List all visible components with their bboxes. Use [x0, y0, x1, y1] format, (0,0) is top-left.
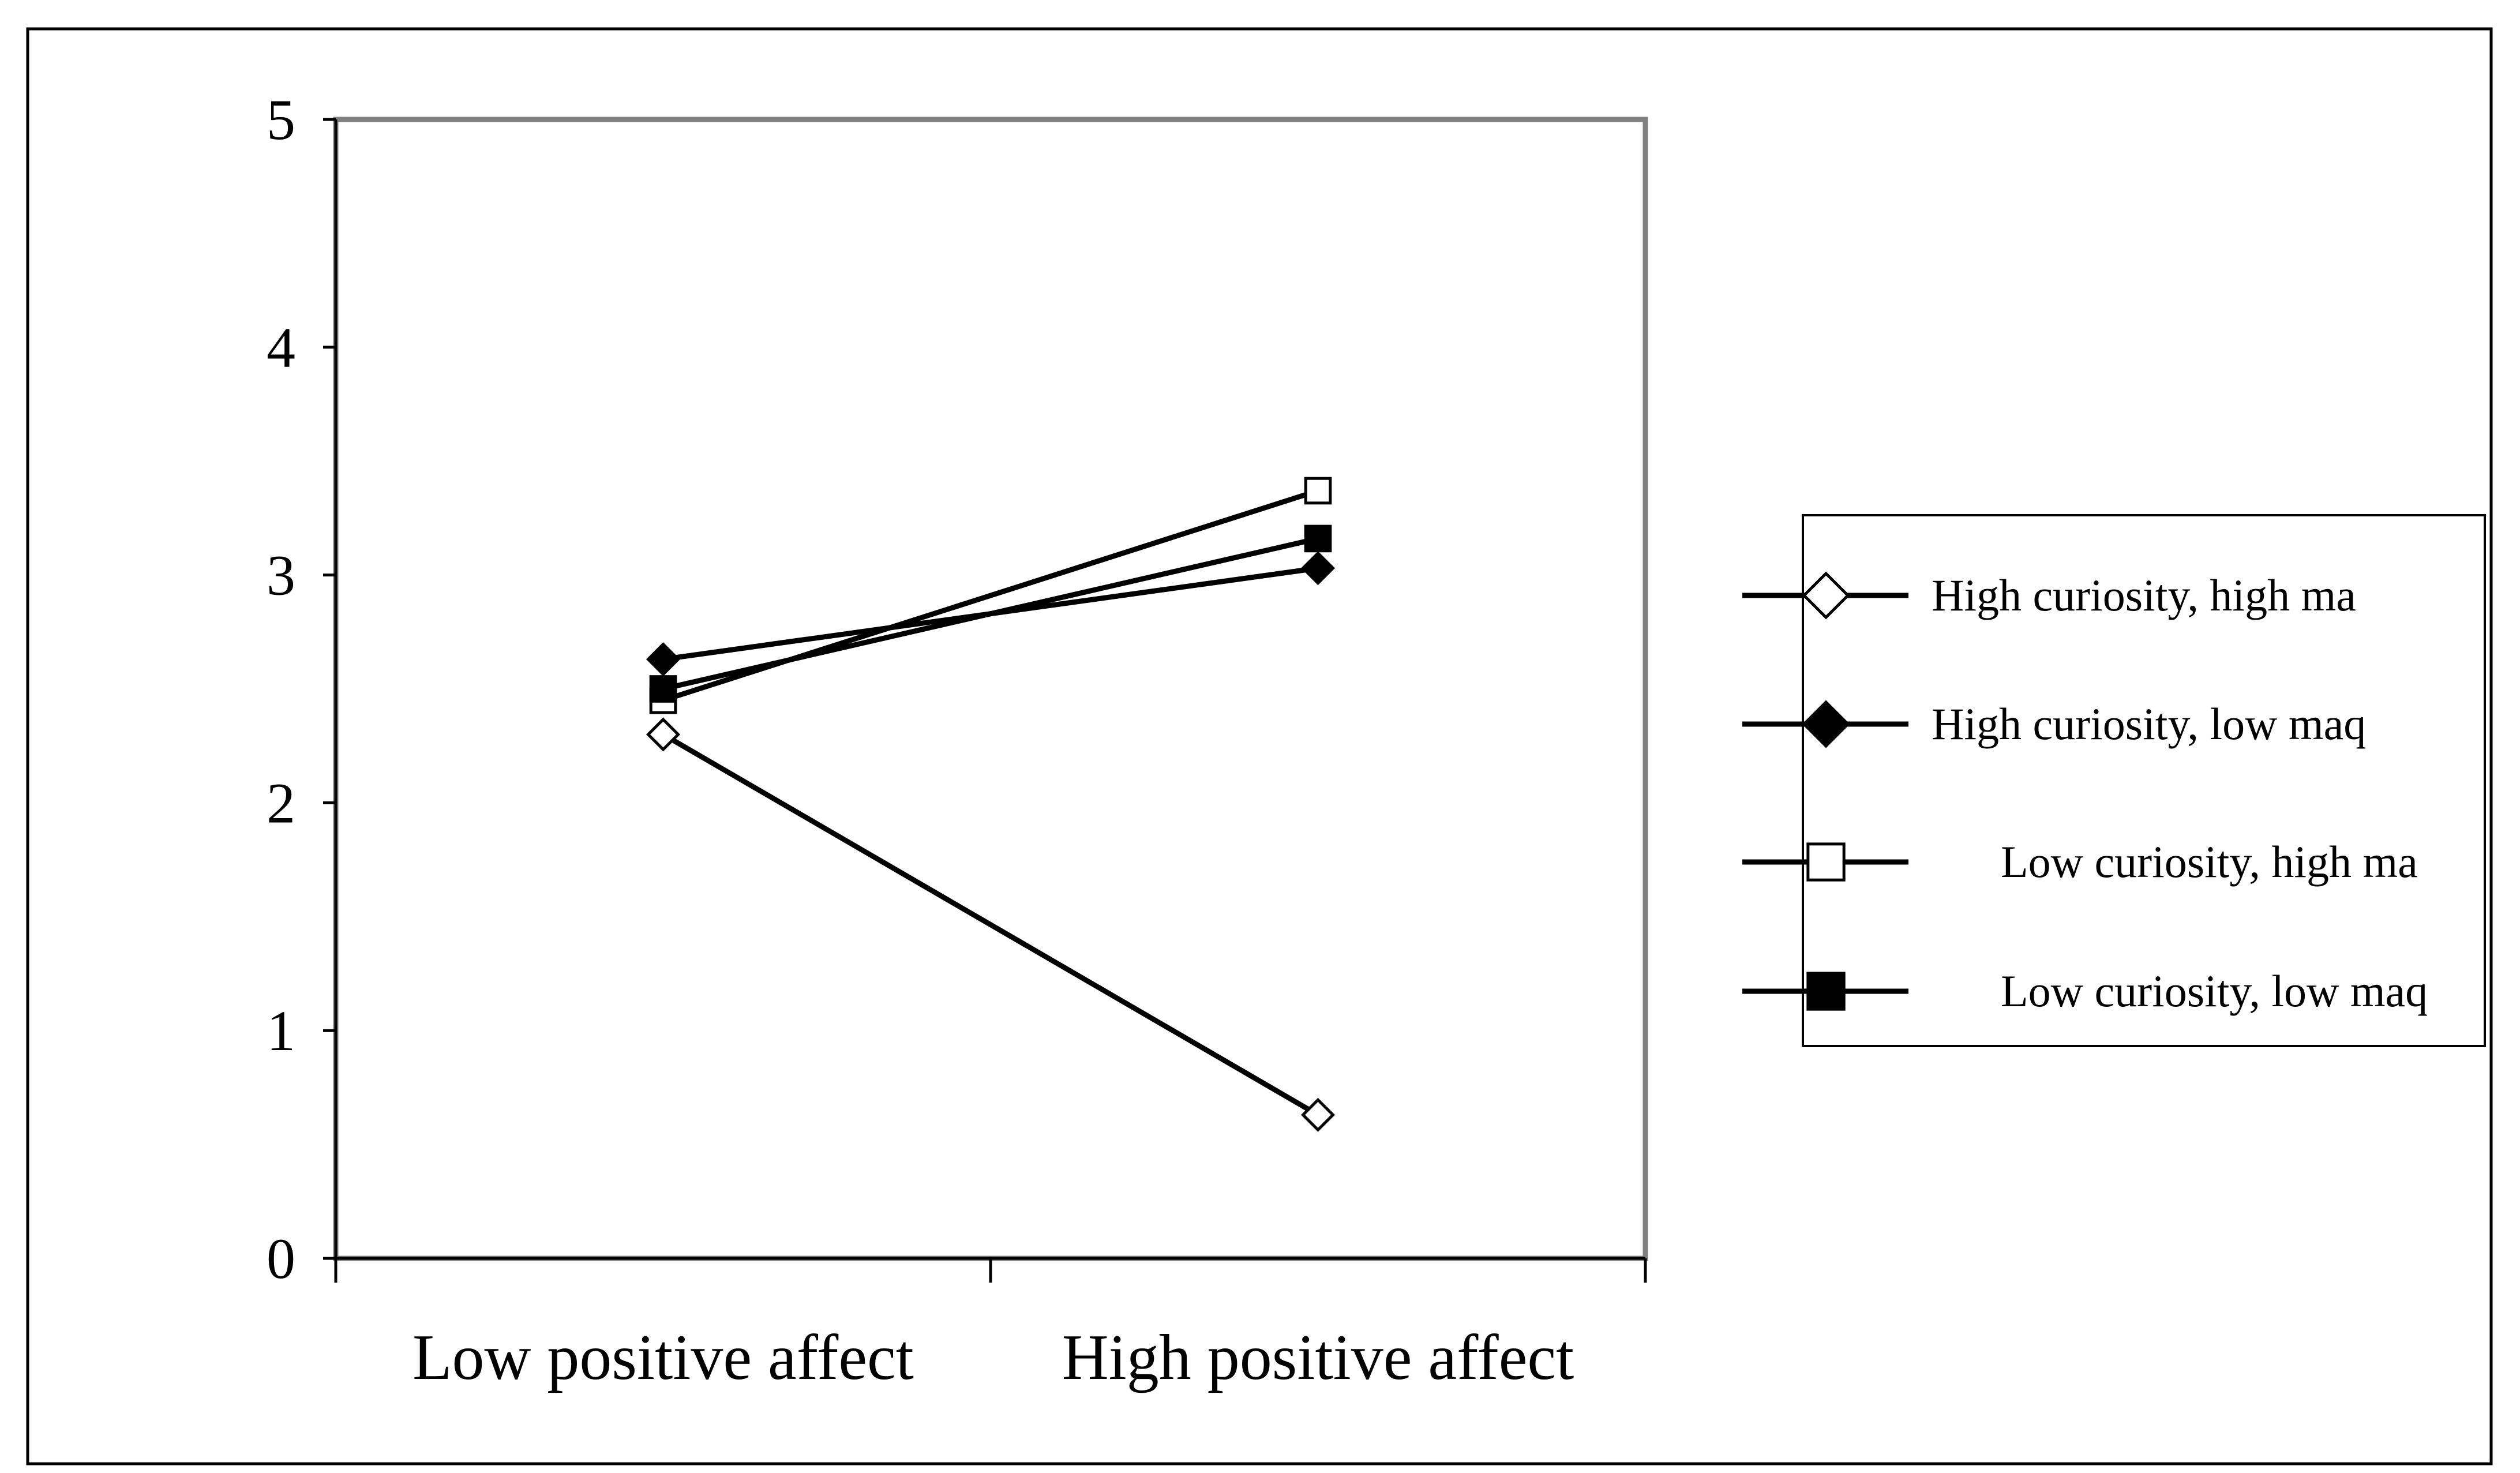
- y-ticks: 0 1 2 3 4 5: [267, 88, 336, 1291]
- series-line: [662, 536, 1319, 692]
- data-point-marker: [646, 642, 681, 677]
- series-lines: [662, 488, 1319, 1118]
- data-point-marker: [649, 675, 677, 703]
- y-tick-label: 5: [267, 88, 295, 152]
- legend-marker: [1806, 972, 1846, 1011]
- legend-marker: [1802, 571, 1850, 620]
- y-tick-label: 0: [267, 1227, 295, 1291]
- x-category-label: High positive affect: [1062, 1322, 1574, 1393]
- legend-marker: [1802, 700, 1850, 748]
- series-line: [662, 732, 1319, 1118]
- y-tick-label: 1: [267, 999, 295, 1063]
- y-tick-label: 2: [267, 771, 295, 835]
- series-markers: [646, 477, 1336, 1132]
- x-ticks: Low positive affect High positive affect: [334, 1258, 1647, 1393]
- y-tick-label: 4: [267, 316, 295, 380]
- legend-label: High curiosity, high ma: [1932, 570, 2356, 620]
- data-point-marker: [646, 717, 681, 752]
- x-category-label: Low positive affect: [412, 1322, 914, 1393]
- data-point-marker: [1304, 524, 1332, 553]
- legend-label: Low curiosity, high ma: [2001, 837, 2418, 887]
- legend-label: High curiosity, low maq: [1932, 699, 2366, 749]
- legend-marker: [1806, 842, 1846, 882]
- plot-area: [333, 117, 1648, 1261]
- legend-box: [1802, 514, 2486, 1047]
- legend-label: Low curiosity, low maq: [2001, 966, 2428, 1016]
- legend: High curiosity, high ma High curiosity, l…: [1742, 570, 2428, 1016]
- data-point-marker: [1300, 551, 1336, 586]
- data-point-marker: [1304, 477, 1332, 505]
- data-point-marker: [1300, 1097, 1336, 1132]
- y-tick-label: 3: [267, 544, 295, 608]
